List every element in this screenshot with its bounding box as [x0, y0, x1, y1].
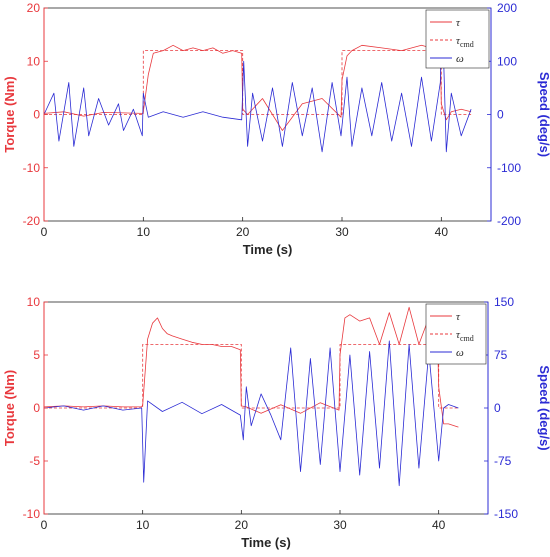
chart-panel-1: 0 10 20 30 4020100-10-202001000-100-200Time … — [2, 1, 550, 257]
series-line-tau — [43, 44, 472, 131]
legend-entry: τ — [456, 311, 461, 323]
legend-entry: τcmd — [456, 35, 474, 49]
legend-entry: ω — [456, 347, 464, 359]
y-tick-label: 10 — [27, 295, 41, 309]
y2-axis-title: Speed (deg/s) — [537, 72, 550, 157]
y2-tick-label: -150 — [494, 507, 518, 521]
series-line-omega — [43, 340, 459, 487]
y2-tick-label: -100 — [497, 161, 521, 175]
x-tick-label: 0 — [41, 225, 48, 239]
y2-tick-label: 0 — [494, 401, 501, 415]
series-line-omega — [43, 12, 472, 153]
y2-tick-label: 75 — [494, 348, 508, 362]
y2-tick-label: 100 — [497, 54, 517, 68]
x-tick-label: 20 — [235, 518, 249, 532]
y2-axis-title: Speed (deg/s) — [537, 365, 550, 450]
legend: τ τcmd ω — [425, 9, 490, 69]
y-tick-label: 20 — [27, 1, 41, 15]
y2-tick-label: -200 — [497, 214, 521, 228]
series-line-tau-cmd — [44, 50, 472, 115]
x-tick-label: 40 — [435, 225, 449, 239]
y-tick-label: 0 — [33, 108, 40, 122]
x-tick-label: 30 — [333, 518, 347, 532]
series-line-tau-cmd — [44, 343, 459, 409]
chart-panel-2: 0 10 20 30 40 10 5 0 -5 -10 150 75 0 -75 -150 Time (s) T… — [2, 295, 550, 550]
legend: τ τcmd ω — [425, 303, 487, 365]
y2-tick-label: 150 — [494, 295, 514, 309]
x-tick-label: 20 — [236, 225, 250, 239]
y2-tick-label: 0 — [497, 108, 504, 122]
x-tick-label: 0 — [41, 518, 48, 532]
y-tick-label: 5 — [33, 348, 40, 362]
y-tick-label: 10 — [27, 54, 41, 68]
y-tick-label: -5 — [29, 454, 40, 468]
x-axis-title: Time (s) — [243, 242, 293, 257]
legend-entry: ω — [456, 53, 464, 65]
y-axis-title: Torque (Nm) — [2, 370, 17, 446]
y2-tick-label: 200 — [497, 1, 517, 15]
x-tick-label: 30 — [335, 225, 349, 239]
y-tick-label: -10 — [23, 507, 41, 521]
y-tick-label: 0 — [33, 401, 40, 415]
x-tick-label: 10 — [136, 518, 150, 532]
y-tick-label: -10 — [23, 161, 41, 175]
x-tick-label: 10 — [137, 225, 151, 239]
legend-entry: τ — [456, 17, 461, 29]
y-tick-label: -20 — [23, 214, 41, 228]
legend-entry: τcmd — [456, 329, 474, 343]
y2-tick-label: -75 — [494, 454, 512, 468]
x-axis-title: Time (s) — [241, 535, 291, 550]
series-line-tau — [43, 306, 459, 428]
x-tick-label: 40 — [432, 518, 446, 532]
y-axis-title: Torque (Nm) — [2, 76, 17, 152]
